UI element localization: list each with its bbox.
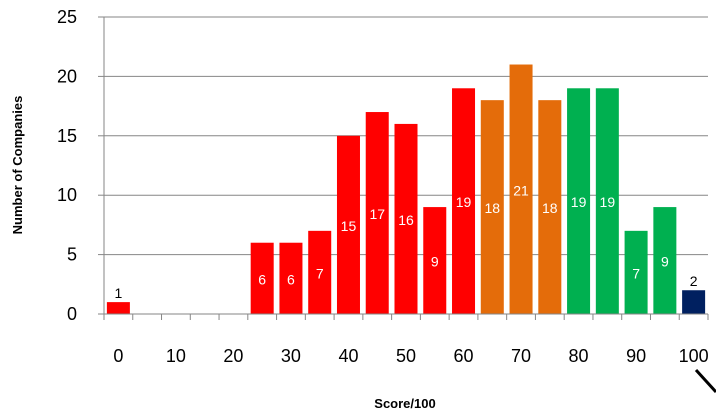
bar <box>595 88 619 314</box>
y-tick-label: 0 <box>67 304 77 324</box>
y-tick-label: 10 <box>57 185 77 205</box>
bar <box>308 230 332 314</box>
x-tick-label: 30 <box>281 346 301 366</box>
bars <box>106 64 706 315</box>
x-tick-label: 60 <box>454 346 474 366</box>
y-tick-label: 25 <box>57 7 77 27</box>
data-label: 9 <box>431 254 439 270</box>
data-label: 17 <box>369 206 385 222</box>
x-tick-label: 70 <box>511 346 531 366</box>
bar <box>538 100 562 314</box>
x-tick-label: 90 <box>626 346 646 366</box>
y-tick-label: 20 <box>57 66 77 86</box>
tick-labels: 0 5 10 15 20 25 0 10 20 30 40 50 60 70 80 90 100 <box>57 7 709 366</box>
y-axis-title: Number of Companies <box>10 96 25 235</box>
x-axis-title: Score/100 <box>374 396 435 411</box>
x-tick-label: 10 <box>166 346 186 366</box>
x-tick-label: 40 <box>338 346 358 366</box>
data-label: 16 <box>398 212 414 228</box>
corner-mark <box>694 368 716 394</box>
bar <box>653 207 677 314</box>
bar <box>480 100 504 314</box>
bar <box>250 242 274 314</box>
bar <box>279 242 303 314</box>
x-tick-label: 50 <box>396 346 416 366</box>
bar <box>365 112 389 314</box>
data-label: 6 <box>258 271 266 287</box>
data-label: 1 <box>114 285 122 301</box>
data-label: 7 <box>316 265 324 281</box>
axes <box>98 16 709 320</box>
data-label: 19 <box>571 194 587 210</box>
bar <box>106 302 130 314</box>
bar <box>682 290 706 314</box>
data-label: 18 <box>542 200 558 216</box>
x-tick-label: 80 <box>569 346 589 366</box>
data-label: 2 <box>690 273 698 289</box>
data-label: 9 <box>661 254 669 270</box>
bar <box>624 230 648 314</box>
data-label: 19 <box>600 194 616 210</box>
x-tick-label: 0 <box>113 346 123 366</box>
data-label: 19 <box>456 194 472 210</box>
bar <box>509 64 533 315</box>
data-label: 7 <box>632 265 640 281</box>
data-label: 18 <box>484 200 500 216</box>
data-label: 15 <box>341 218 357 234</box>
y-tick-label: 5 <box>67 245 77 265</box>
bar <box>336 135 360 314</box>
data-label: 6 <box>287 271 295 287</box>
bar <box>567 88 591 314</box>
x-tick-label: 100 <box>679 346 709 366</box>
y-tick-label: 15 <box>57 126 77 146</box>
bar <box>423 207 447 314</box>
data-label: 21 <box>513 182 529 198</box>
bar <box>452 88 476 314</box>
bar <box>394 123 418 314</box>
x-tick-label: 20 <box>223 346 243 366</box>
